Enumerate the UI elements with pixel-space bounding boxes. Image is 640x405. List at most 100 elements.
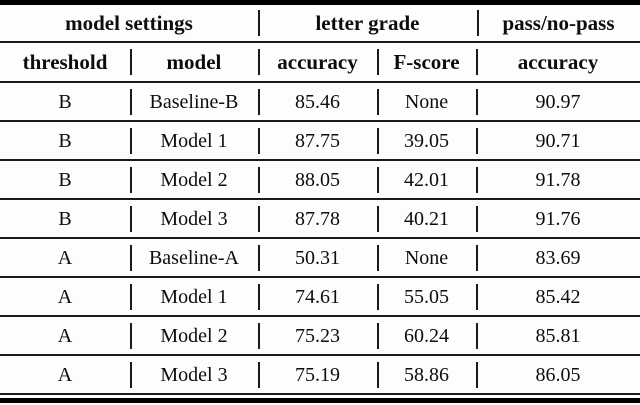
column-divider bbox=[257, 322, 260, 349]
model-cell: Baseline-B bbox=[149, 90, 239, 113]
f-score-cell: None bbox=[404, 90, 449, 113]
f-score-cell: 58.86 bbox=[404, 363, 449, 386]
column-divider bbox=[129, 322, 132, 349]
threshold-cell: B bbox=[58, 129, 72, 152]
column-divider bbox=[257, 244, 260, 271]
top-rule bbox=[0, 0, 640, 5]
column-divider bbox=[129, 127, 132, 154]
f-score-cell: None bbox=[404, 246, 449, 269]
model-cell: Model 2 bbox=[160, 324, 228, 347]
horizontal-rule bbox=[0, 393, 640, 395]
table-row: B Model 2 88.05 42.01 91.78 bbox=[0, 161, 640, 198]
column-header-model: model bbox=[166, 49, 222, 74]
column-header-pass-accuracy: accuracy bbox=[517, 49, 599, 74]
table-row: A Model 3 75.19 58.86 86.05 bbox=[0, 356, 640, 393]
table-row: A Model 2 75.23 60.24 85.81 bbox=[0, 317, 640, 354]
f-score-cell: 39.05 bbox=[404, 129, 449, 152]
horizontal-rule bbox=[0, 81, 640, 83]
column-divider bbox=[476, 205, 479, 232]
horizontal-rule bbox=[0, 159, 640, 161]
horizontal-rule bbox=[0, 354, 640, 356]
letter-accuracy-cell: 75.23 bbox=[294, 324, 340, 347]
header-group-model-settings: model settings bbox=[65, 10, 193, 35]
column-divider bbox=[377, 244, 380, 271]
column-divider bbox=[129, 205, 132, 232]
model-cell: Model 1 bbox=[160, 129, 228, 152]
pass-accuracy-cell: 85.81 bbox=[535, 324, 581, 347]
column-divider bbox=[476, 322, 479, 349]
column-divider bbox=[476, 283, 479, 310]
column-divider bbox=[377, 322, 380, 349]
column-divider bbox=[377, 49, 380, 75]
table-row: B Model 3 87.78 40.21 91.76 bbox=[0, 200, 640, 237]
column-header-threshold: threshold bbox=[22, 49, 108, 74]
pass-accuracy-cell: 83.69 bbox=[535, 246, 581, 269]
letter-accuracy-cell: 74.61 bbox=[294, 285, 340, 308]
horizontal-rule bbox=[0, 198, 640, 200]
column-divider bbox=[377, 127, 380, 154]
column-divider bbox=[129, 88, 132, 115]
letter-accuracy-cell: 75.19 bbox=[294, 363, 340, 386]
horizontal-rule bbox=[0, 237, 640, 239]
column-divider bbox=[257, 88, 260, 115]
pass-accuracy-cell: 85.42 bbox=[535, 285, 581, 308]
column-divider bbox=[476, 10, 479, 36]
horizontal-rule bbox=[0, 276, 640, 278]
pass-accuracy-cell: 90.97 bbox=[535, 90, 581, 113]
column-divider bbox=[476, 88, 479, 115]
threshold-cell: B bbox=[58, 207, 72, 230]
threshold-cell: A bbox=[57, 324, 73, 347]
column-header-row: threshold model accuracy F-score accurac… bbox=[0, 43, 640, 81]
pass-accuracy-cell: 86.05 bbox=[535, 363, 581, 386]
horizontal-rule bbox=[0, 315, 640, 317]
pass-accuracy-cell: 91.78 bbox=[535, 168, 581, 191]
table-row: A Model 1 74.61 55.05 85.42 bbox=[0, 278, 640, 315]
column-divider bbox=[377, 361, 380, 388]
horizontal-rule bbox=[0, 41, 640, 43]
column-divider bbox=[257, 361, 260, 388]
column-divider bbox=[257, 10, 260, 36]
model-cell: Model 3 bbox=[160, 207, 228, 230]
table-row: B Baseline-B 85.46 None 90.97 bbox=[0, 83, 640, 120]
bottom-rule bbox=[0, 398, 640, 403]
column-divider bbox=[377, 88, 380, 115]
column-divider bbox=[476, 361, 479, 388]
letter-accuracy-cell: 50.31 bbox=[294, 246, 340, 269]
column-divider bbox=[476, 244, 479, 271]
letter-accuracy-cell: 87.78 bbox=[294, 207, 340, 230]
letter-accuracy-cell: 88.05 bbox=[294, 168, 340, 191]
column-divider bbox=[257, 127, 260, 154]
header-group-row: model settings letter grade pass/no-pass bbox=[0, 5, 640, 41]
threshold-cell: B bbox=[58, 168, 72, 191]
model-cell: Model 1 bbox=[160, 285, 228, 308]
f-score-cell: 60.24 bbox=[404, 324, 449, 347]
column-divider bbox=[129, 244, 132, 271]
model-cell: Model 3 bbox=[160, 363, 228, 386]
column-divider bbox=[129, 166, 132, 193]
table-row: B Model 1 87.75 39.05 90.71 bbox=[0, 122, 640, 159]
column-divider bbox=[257, 205, 260, 232]
pass-accuracy-cell: 90.71 bbox=[535, 129, 581, 152]
horizontal-rule bbox=[0, 120, 640, 122]
f-score-cell: 42.01 bbox=[404, 168, 449, 191]
model-cell: Baseline-A bbox=[148, 246, 239, 269]
column-divider bbox=[377, 205, 380, 232]
column-divider bbox=[476, 49, 479, 75]
model-cell: Model 2 bbox=[160, 168, 228, 191]
threshold-cell: B bbox=[58, 90, 72, 113]
column-divider bbox=[129, 49, 132, 75]
column-header-accuracy: accuracy bbox=[277, 49, 358, 74]
table-row: A Baseline-A 50.31 None 83.69 bbox=[0, 239, 640, 276]
threshold-cell: A bbox=[57, 363, 73, 386]
pass-accuracy-cell: 91.76 bbox=[535, 207, 581, 230]
column-divider bbox=[257, 166, 260, 193]
letter-accuracy-cell: 85.46 bbox=[294, 90, 340, 113]
column-divider bbox=[257, 49, 260, 75]
column-divider bbox=[476, 166, 479, 193]
column-divider bbox=[476, 127, 479, 154]
column-divider bbox=[129, 283, 132, 310]
header-group-pass-no-pass: pass/no-pass bbox=[502, 10, 615, 35]
f-score-cell: 40.21 bbox=[404, 207, 449, 230]
letter-accuracy-cell: 87.75 bbox=[294, 129, 340, 152]
